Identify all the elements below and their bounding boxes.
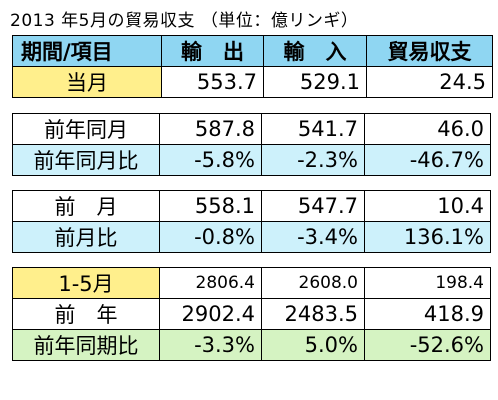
row-label: 前 月 bbox=[12, 190, 160, 222]
exports-value: 2806.4 bbox=[159, 267, 262, 299]
exports-value: 558.1 bbox=[159, 190, 262, 222]
exports-value: -3.3% bbox=[159, 329, 262, 361]
balance-value: -46.7% bbox=[364, 144, 491, 176]
imports-value: 541.7 bbox=[261, 113, 365, 145]
balance-value: 198.4 bbox=[364, 267, 491, 299]
report-title: 2013 年5月の貿易収支 （単位：億リンギ） bbox=[10, 11, 359, 31]
exports-value: 587.8 bbox=[159, 113, 262, 145]
table-row: 前年同月比 -5.8% -2.3% -46.7% bbox=[12, 144, 491, 176]
balance-value: 46.0 bbox=[364, 113, 491, 145]
trade-table-prev-month: 前 月 558.1 547.7 10.4 前月比 -0.8% -3.4% 136… bbox=[12, 190, 491, 253]
imports-value: 529.1 bbox=[263, 66, 367, 98]
exports-value: 553.7 bbox=[161, 66, 264, 98]
row-label: 前 年 bbox=[12, 298, 160, 330]
exports-value: -5.8% bbox=[159, 144, 262, 176]
imports-value: 5.0% bbox=[261, 329, 365, 361]
imports-value: -2.3% bbox=[261, 144, 365, 176]
balance-value: 10.4 bbox=[364, 190, 491, 222]
table-row: 1-5月 2806.4 2608.0 198.4 bbox=[12, 267, 491, 299]
header-balance: 貿易収支 bbox=[366, 35, 493, 67]
table-row: 前年同期比 -3.3% 5.0% -52.6% bbox=[12, 329, 491, 361]
trade-table-cumulative: 1-5月 2806.4 2608.0 198.4 前 年 2902.4 2483… bbox=[12, 267, 491, 361]
table-row: 前 月 558.1 547.7 10.4 bbox=[12, 190, 491, 222]
balance-value: 136.1% bbox=[364, 221, 491, 253]
row-label: 前年同月比 bbox=[12, 144, 160, 176]
row-label: 1-5月 bbox=[12, 267, 160, 299]
imports-value: 547.7 bbox=[261, 190, 365, 222]
balance-value: 24.5 bbox=[366, 66, 493, 98]
imports-value: -3.4% bbox=[261, 221, 365, 253]
exports-value: -0.8% bbox=[159, 221, 262, 253]
trade-table-prev-year-month: 前年同月 587.8 541.7 46.0 前年同月比 -5.8% -2.3% … bbox=[12, 113, 491, 176]
balance-value: 418.9 bbox=[364, 298, 491, 330]
imports-value: 2483.5 bbox=[261, 298, 365, 330]
exports-value: 2902.4 bbox=[159, 298, 262, 330]
table-row: 前月比 -0.8% -3.4% 136.1% bbox=[12, 221, 491, 253]
table-row: 前年同月 587.8 541.7 46.0 bbox=[12, 113, 491, 145]
balance-value: -52.6% bbox=[364, 329, 491, 361]
header-exports: 輸 出 bbox=[161, 35, 264, 67]
row-label: 当月 bbox=[12, 66, 162, 98]
row-label: 前年同期比 bbox=[12, 329, 160, 361]
header-row: 期間/項目 輸 出 輸 入 貿易収支 bbox=[12, 35, 493, 67]
header-period: 期間/項目 bbox=[12, 35, 162, 67]
table-row: 当月 553.7 529.1 24.5 bbox=[12, 66, 493, 98]
table-row: 前 年 2902.4 2483.5 418.9 bbox=[12, 298, 491, 330]
row-label: 前年同月 bbox=[12, 113, 160, 145]
imports-value: 2608.0 bbox=[261, 267, 365, 299]
trade-table-current: 期間/項目 輸 出 輸 入 貿易収支 当月 553.7 529.1 24.5 bbox=[12, 35, 493, 98]
row-label: 前月比 bbox=[12, 221, 160, 253]
header-imports: 輸 入 bbox=[263, 35, 367, 67]
